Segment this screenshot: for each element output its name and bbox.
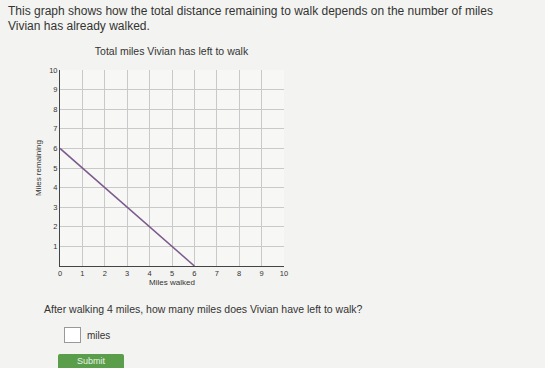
svg-text:10: 10 <box>49 66 57 75</box>
html-text:This graph shows how the total: This graph shows how the total distance … <box>8 4 493 18</box>
html-text:Submit: Submit <box>77 356 105 366</box>
svg-text:10: 10 <box>280 269 288 278</box>
svg-text:8: 8 <box>237 269 241 278</box>
svg-text:6: 6 <box>53 144 57 153</box>
html-text:After walking 4 miles, how man: After walking 4 miles, how many miles do… <box>44 303 363 315</box>
svg-text:9: 9 <box>260 269 264 278</box>
svg-text:4: 4 <box>148 269 152 278</box>
svg-text:5: 5 <box>53 164 57 173</box>
svg-text:6: 6 <box>192 269 196 278</box>
svg-text:4: 4 <box>53 183 57 192</box>
svg-text:Miles remaining: Miles remaining <box>34 140 43 196</box>
svg-text:Miles walked: Miles walked <box>149 278 195 287</box>
svg-text:1: 1 <box>80 269 84 278</box>
svg-text:9: 9 <box>53 85 57 94</box>
svg-text:Total miles Vivian has left to: Total miles Vivian has left to walk <box>95 45 249 57</box>
html-text:miles: miles <box>87 329 111 341</box>
svg-text:8: 8 <box>53 105 57 114</box>
svg-text:2: 2 <box>53 222 57 231</box>
svg-text:0: 0 <box>58 269 62 278</box>
svg-text:1: 1 <box>53 242 57 251</box>
svg-text:2: 2 <box>103 269 107 278</box>
svg-text:7: 7 <box>53 124 57 133</box>
svg-text:7: 7 <box>215 269 219 278</box>
svg-text:3: 3 <box>125 269 129 278</box>
svg-text:5: 5 <box>170 269 174 278</box>
html-text:Vivian has already walked.: Vivian has already walked. <box>8 19 150 33</box>
svg-text:3: 3 <box>53 203 57 212</box>
